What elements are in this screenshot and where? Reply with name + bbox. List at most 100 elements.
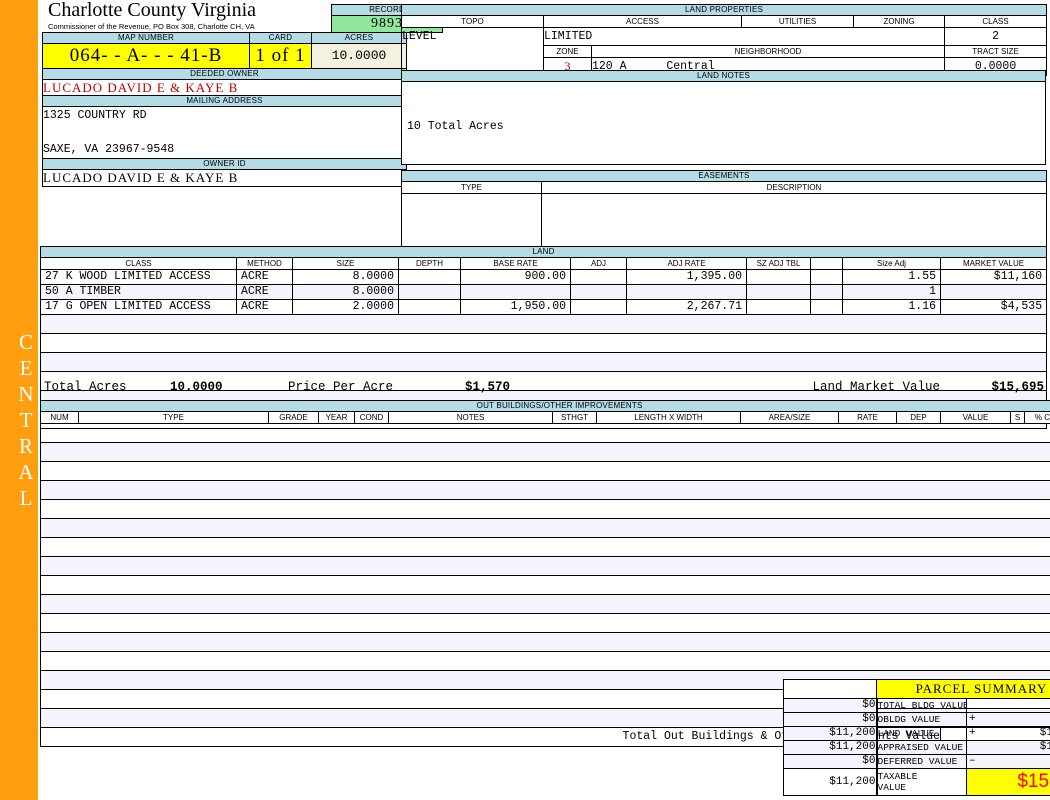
land-class: 17 G OPEN LIMITED ACCESS	[40, 299, 237, 315]
col-ob-value: VALUE	[940, 411, 1011, 424]
land-base-rate: 1,950.00	[460, 299, 571, 315]
summary-taxable-row: $11,200 TAXABLE VALUE $15,695	[783, 768, 1050, 796]
table-row[interactable]	[39, 442, 1050, 462]
land-class: 27 K WOOD LIMITED ACCESS	[40, 269, 237, 285]
card-value[interactable]: 1 of 1	[249, 43, 312, 69]
land-notes-body[interactable]: 10 Total Acres	[401, 82, 1046, 165]
easements-table: EASEMENTS TYPE DESCRIPTION	[401, 170, 1047, 258]
summary-prior-value: $0	[783, 712, 878, 727]
summary-prior-value: $0	[783, 698, 878, 713]
summary-label: TOTAL BLDG VALUE	[876, 698, 967, 713]
col-ob-grade: GRADE	[268, 411, 319, 424]
land-size-adj: 1.16	[842, 299, 941, 315]
table-row[interactable]: 50 A TIMBER ACRE 8.0000 1	[40, 284, 1048, 300]
land-market-value-label: Land Market Value	[812, 380, 940, 394]
property-record-card: Charlotte County Virginia Commissioner o…	[38, 0, 1050, 800]
land-notes-text: 10 Total Acres	[407, 120, 504, 133]
summary-current-value: + $0	[965, 712, 1050, 727]
land-size-adj: 1	[842, 284, 941, 300]
total-acres-label: Total Acres	[44, 380, 127, 394]
parcel-identity-block: Charlotte County Virginia Commissioner o…	[42, 0, 407, 187]
table-row[interactable]	[39, 537, 1050, 557]
land-size: 2.0000	[292, 299, 399, 315]
acres-header: ACRES	[311, 32, 407, 44]
table-row[interactable]	[39, 594, 1050, 614]
table-row[interactable]	[39, 556, 1050, 576]
table-row[interactable]: 27 K WOOD LIMITED ACCESS ACRE 8.0000 900…	[40, 269, 1048, 285]
land-size: 8.0000	[292, 269, 399, 285]
col-land-spare	[810, 257, 843, 270]
land-sz-adj-tbl	[746, 299, 811, 315]
table-row[interactable]	[39, 423, 1050, 443]
col-land-adj: ADJ	[570, 257, 627, 270]
summary-prior-value: $11,200	[783, 726, 878, 741]
col-class: CLASS	[943, 15, 1048, 28]
mailing-address-line-3: SAXE, VA 23967-9548	[42, 141, 407, 159]
col-ob-pct-comp: % COMP	[1023, 411, 1050, 424]
table-row[interactable]: 17 G OPEN LIMITED ACCESS ACRE 2.0000 1,9…	[40, 299, 1048, 315]
summary-label: DEFERRED VALUE	[876, 754, 967, 769]
parcel-summary-spacer	[783, 679, 877, 699]
outbuildings-block: OUT BUILDINGS/OTHER IMPROVEMENTS NUM TYP…	[39, 400, 1050, 747]
table-row[interactable]	[39, 575, 1050, 595]
land-properties-section-header: LAND PROPERTIES	[400, 4, 1048, 16]
col-access: ACCESS	[543, 15, 742, 28]
col-land-adj-rate: ADJ RATE	[626, 257, 747, 270]
summary-label: OBLDG VALUE	[876, 712, 967, 727]
neighborhood-name: Central	[666, 60, 715, 73]
col-ob-type: TYPE	[78, 411, 269, 424]
table-row[interactable]	[39, 499, 1050, 519]
summary-operator: –	[969, 755, 976, 768]
card-header: CARD	[249, 32, 312, 44]
land-size-adj: 1.55	[842, 269, 941, 285]
easements-section-header: EASEMENTS	[401, 170, 1047, 182]
deeded-owner-value: LUCADO DAVID E & KAYE B	[42, 79, 407, 96]
neighborhood-code: 120 A	[592, 60, 627, 73]
table-row[interactable]	[39, 352, 1048, 372]
taxable-prior-value: $11,200	[783, 768, 878, 796]
land-adj-rate	[626, 284, 747, 300]
taxable-label-line-2: VALUE	[877, 782, 907, 793]
owner-id-header: OWNER ID	[42, 158, 407, 170]
land-sz-adj-tbl	[746, 269, 811, 285]
topo-value: LEVEL	[401, 27, 544, 76]
col-ob-area-size: AREA/SIZE	[740, 411, 839, 424]
land-depth	[398, 284, 461, 300]
summary-row: $0 OBLDG VALUE + $0	[783, 712, 1050, 727]
summary-row: $11,200 APPRAISED VALUE $15,695	[783, 740, 1050, 755]
summary-current-value: $0	[965, 698, 1050, 713]
table-row[interactable]	[39, 480, 1050, 500]
col-land-sz-adj-tbl: SZ ADJ TBL	[746, 257, 811, 270]
neighborhood-rail-label: CENTRAL	[14, 330, 38, 512]
land-market-value-total: $15,695	[991, 380, 1044, 394]
col-ob-notes: NOTES	[388, 411, 553, 424]
land-market-value: $11,160	[939, 269, 1048, 285]
land-sz-adj-tbl	[746, 284, 811, 300]
land-section-header: LAND	[39, 246, 1048, 258]
total-acres-value: 10.0000	[170, 380, 223, 394]
col-land-method: METHOD	[236, 257, 293, 270]
table-row[interactable]	[39, 333, 1048, 353]
table-row[interactable]	[39, 314, 1048, 334]
table-row[interactable]	[39, 651, 1050, 671]
taxable-label-line-1: TAXABLE	[877, 771, 918, 782]
price-per-acre-value: $1,570	[465, 380, 511, 394]
map-number-value[interactable]: 064- - A- - - 41-B	[42, 43, 250, 69]
col-ob-rate: RATE	[838, 411, 897, 424]
land-spare	[810, 299, 843, 315]
neighborhood-header: NEIGHBORHOOD	[591, 45, 945, 58]
parcel-summary-title: PARCEL SUMMARY	[875, 679, 1050, 699]
table-row[interactable]	[39, 518, 1050, 538]
land-adj	[570, 284, 627, 300]
parcel-summary-block: PARCEL SUMMARY $0 TOTAL BLDG VALUE $0 $0…	[783, 679, 1050, 796]
parcel-summary-table: PARCEL SUMMARY $0 TOTAL BLDG VALUE $0 $0…	[783, 679, 1050, 796]
table-row[interactable]	[39, 632, 1050, 652]
table-row[interactable]	[39, 613, 1050, 633]
summary-operator: +	[969, 727, 976, 740]
mailing-address-header: MAILING ADDRESS	[42, 95, 407, 107]
summary-row: $0 DEFERRED VALUE – $0	[783, 754, 1050, 769]
acres-value: 10.0000	[311, 43, 407, 69]
summary-prior-value: $11,200	[783, 740, 878, 755]
col-easement-description: DESCRIPTION	[541, 181, 1047, 194]
table-row[interactable]	[39, 461, 1050, 481]
